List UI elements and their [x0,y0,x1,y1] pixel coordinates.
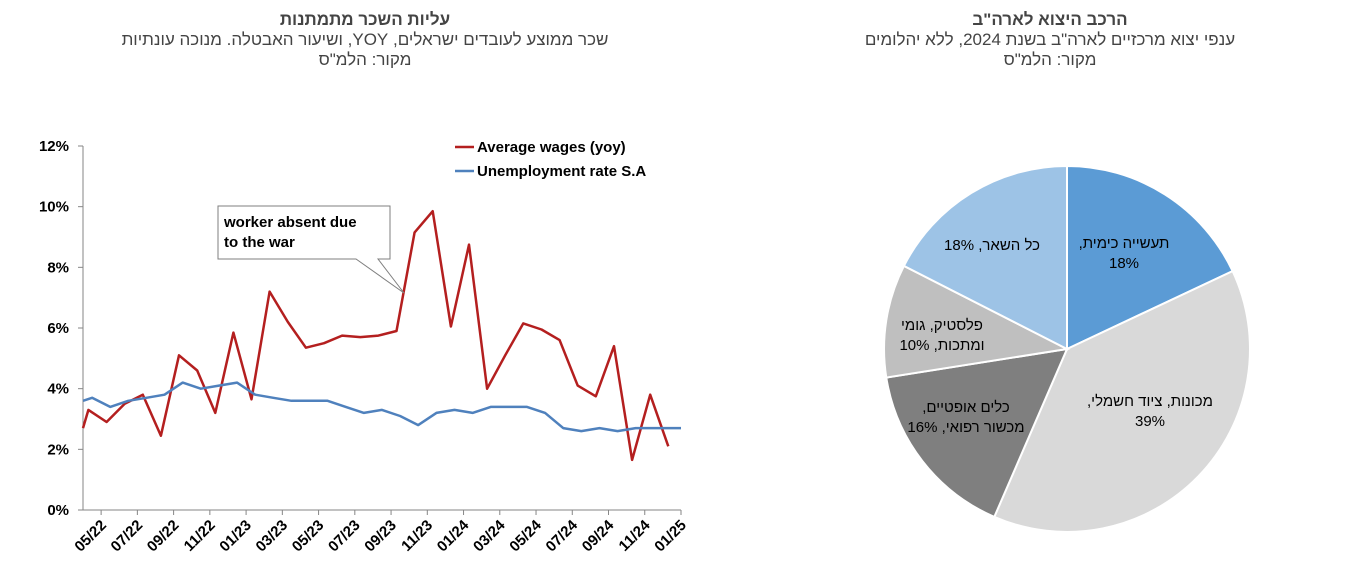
left-chart-source: מקור: הלמ"ס [318,50,412,69]
x-tick-label: 05/22 [71,517,110,556]
legend-label: Average wages (yoy) [477,139,626,156]
pie-label-optical: מכשור רפואי, 16% [907,419,1024,436]
x-tick-label: 09/24 [579,516,618,555]
left-chart-subtitle: שכר ממוצע לעובדים ישראלים, YOY, ושיעור ה… [121,30,609,49]
pie-slice-plastics [883,264,1071,379]
pie-slice-chemicals [1066,164,1234,351]
pie-slice-machinery [992,269,1251,533]
pie-label-chemicals: 18% [1109,255,1139,272]
x-tick-label: 07/23 [325,517,364,556]
y-tick-label: 8% [47,259,69,276]
pie-label-machinery: 39% [1135,413,1165,430]
wages-series-line [81,209,670,462]
pie-label-chemicals: תעשייה כימית, [1079,235,1170,252]
x-tick-label: 03/24 [470,516,509,555]
right-chart-title: הרכב היצוא לארה"ב [972,10,1128,29]
y-tick-label: 0% [47,502,69,519]
y-tick-label: 2% [47,441,69,458]
y-tick-label: 6% [47,320,69,337]
pie-label-machinery: מכונות, ציוד חשמלי, [1087,393,1213,410]
pie-slice-optical [885,347,1069,519]
left-chart-title: עליות השכר מתמתנות [279,10,451,29]
x-tick-label: 11/22 [181,517,219,555]
x-tick-label: 11/24 [616,516,654,554]
x-tick-label: 05/24 [506,516,545,555]
pie-label-optical: כלים אופטיים, [922,399,1010,416]
right-chart-source: מקור: הלמ"ס [1003,50,1097,69]
legend-label: Unemployment rate S.A [477,163,646,180]
right-chart-header: הרכב היצוא לארה"ב ענפי יצוא מרכזיים לארה… [760,10,1340,70]
callout-text-line: to the war [224,234,295,251]
pie-slice-other [902,164,1068,351]
x-tick-label: 05/23 [289,517,328,556]
x-tick-label: 01/24 [434,516,473,555]
callout-text-line: worker absent due [223,214,357,231]
x-tick-label: 01/25 [651,517,690,556]
x-tick-label: 07/24 [543,516,582,555]
callout-box [217,205,405,294]
pie-label-plastics: ומתכות, 10% [899,337,984,354]
x-tick-label: 01/23 [216,517,255,556]
right-chart-subtitle: ענפי יצוא מרכזיים לארה"ב בשנת 2024, ללא … [864,30,1236,49]
x-tick-label: 07/22 [108,517,147,556]
x-tick-label: 11/23 [398,517,436,555]
unemployment-series-line [82,381,681,433]
x-tick-label: 09/23 [361,517,400,556]
pie-label-plastics: פלסטיק, גומי [901,317,983,334]
y-tick-label: 4% [47,381,69,398]
x-tick-label: 09/22 [144,517,183,556]
y-tick-label: 12% [39,138,69,155]
x-tick-label: 03/23 [253,517,292,556]
y-tick-label: 10% [39,199,69,216]
left-chart-header: עליות השכר מתמתנות שכר ממוצע לעובדים ישר… [20,10,710,70]
pie-label-other: כל השאר, 18% [944,237,1040,254]
